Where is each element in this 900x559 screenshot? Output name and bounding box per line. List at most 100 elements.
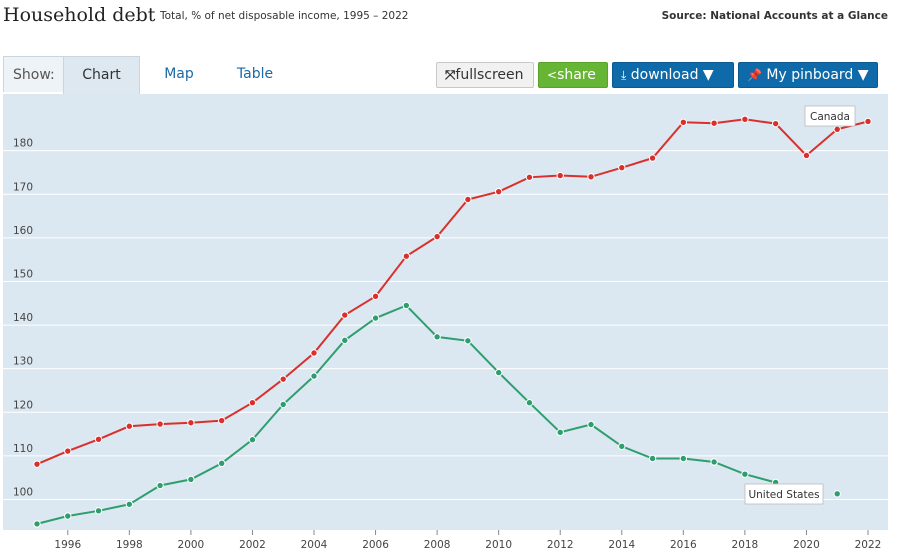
share-label: share (557, 67, 596, 83)
point-canada-2021[interactable] (833, 125, 841, 134)
point-united-states-1998[interactable] (125, 500, 134, 508)
point-canada-2020[interactable] (802, 151, 811, 160)
fullscreen-icon: ⤧ (445, 68, 456, 83)
point-united-states-2011[interactable] (525, 398, 534, 407)
point-united-states-2000[interactable] (187, 475, 195, 484)
y-tick-label-150: 150 (13, 268, 33, 280)
point-canada-1998[interactable] (125, 422, 134, 430)
point-canada-1995[interactable] (33, 460, 41, 468)
point-united-states-2013[interactable] (587, 420, 595, 429)
x-tick-label-2010: 2010 (485, 539, 512, 551)
series-label-text: United States (748, 489, 819, 501)
source-note: Source: National Accounts at a Glance (661, 10, 888, 22)
series-label-canada: Canada (804, 105, 856, 127)
y-tick-label-110: 110 (13, 443, 33, 455)
point-canada-2004[interactable] (310, 349, 318, 357)
point-canada-1999[interactable] (156, 420, 164, 428)
x-tick-label-2002: 2002 (239, 539, 266, 551)
point-united-states-2014[interactable] (618, 442, 626, 450)
point-canada-2017[interactable] (710, 119, 718, 127)
point-united-states-1995[interactable] (33, 520, 41, 528)
point-united-states-2004[interactable] (310, 372, 318, 380)
point-canada-2000[interactable] (187, 419, 195, 427)
point-united-states-2003[interactable] (279, 400, 287, 409)
point-canada-2015[interactable] (648, 154, 657, 162)
download-button[interactable]: ⤓ download ▼ (612, 62, 734, 88)
y-tick-label-100: 100 (13, 486, 33, 498)
chart-area: 100 110 120 130 140 150 160 170 180 1996 1998 2000… (3, 94, 888, 555)
pinboard-label: My pinboard ▼ (766, 67, 869, 83)
line-chart: 100 110 120 130 140 150 160 170 180 1996 1998 2000… (3, 94, 888, 551)
gridlines (3, 150, 888, 500)
x-tick-label-2012: 2012 (547, 539, 574, 551)
x-tick-label-2018: 2018 (732, 539, 759, 551)
x-tick-label-2016: 2016 (670, 539, 697, 551)
point-united-states-2021[interactable] (833, 490, 841, 498)
download-label: download ▼ (630, 67, 714, 83)
share-button[interactable]: <share (538, 62, 608, 88)
chart-subtitle: Total, % of net disposable income, 1995 … (160, 10, 409, 22)
share-icon: < (547, 68, 558, 82)
y-tick-label-180: 180 (13, 138, 33, 150)
point-canada-2016[interactable] (679, 118, 688, 127)
point-united-states-2005[interactable] (341, 336, 349, 345)
point-united-states-1997[interactable] (94, 507, 103, 515)
point-canada-2022[interactable] (864, 117, 872, 126)
point-canada-2005[interactable] (341, 311, 349, 319)
tab-table[interactable]: Table (236, 66, 274, 82)
point-united-states-2007[interactable] (402, 301, 411, 310)
series-label-text: Canada (810, 111, 850, 123)
point-canada-2011[interactable] (525, 173, 534, 181)
x-axis-ticks: 1996 1998 2000 2002 2004 2006 2008 2010 2012 2014… (54, 530, 881, 551)
x-tick-label-2006: 2006 (362, 539, 389, 551)
series-lines (33, 115, 872, 528)
point-canada-2007[interactable] (402, 252, 411, 260)
point-canada-2006[interactable] (371, 292, 380, 301)
point-united-states-2015[interactable] (648, 454, 657, 463)
point-canada-2014[interactable] (618, 163, 626, 172)
y-axis-ticks: 100 110 120 130 140 150 160 170 180 (13, 138, 33, 499)
series-labels: Canada United States (744, 105, 856, 505)
point-canada-2009[interactable] (464, 195, 472, 204)
point-canada-2010[interactable] (494, 187, 503, 196)
y-tick-label-160: 160 (13, 225, 33, 237)
y-tick-label-120: 120 (13, 399, 33, 411)
point-canada-2019[interactable] (771, 119, 780, 128)
x-tick-label-2022: 2022 (855, 539, 882, 551)
point-united-states-2008[interactable] (433, 333, 441, 341)
point-canada-2002[interactable] (248, 398, 257, 407)
x-tick-label-2014: 2014 (608, 539, 635, 551)
fullscreen-button[interactable]: ⤧fullscreen (436, 62, 534, 88)
tab-map[interactable]: Map (164, 66, 194, 82)
point-united-states-2017[interactable] (710, 458, 718, 466)
x-tick-label-2000: 2000 (178, 539, 205, 551)
show-label: Show: (3, 56, 63, 92)
point-united-states-2009[interactable] (464, 337, 472, 345)
point-united-states-2001[interactable] (217, 459, 226, 467)
pin-icon: 📌 (747, 68, 762, 82)
x-tick-label-2004: 2004 (301, 539, 328, 551)
point-united-states-2018[interactable] (741, 470, 749, 478)
point-united-states-2012[interactable] (556, 428, 564, 437)
series-label-box (744, 483, 824, 505)
point-united-states-1999[interactable] (156, 481, 164, 490)
point-united-states-2010[interactable] (494, 368, 503, 377)
point-canada-2003[interactable] (279, 375, 287, 383)
point-canada-2008[interactable] (433, 232, 441, 241)
tab-chart[interactable]: Chart (63, 56, 140, 94)
point-canada-2018[interactable] (741, 115, 749, 123)
point-united-states-2006[interactable] (371, 314, 380, 322)
point-canada-1997[interactable] (94, 435, 103, 444)
point-canada-2001[interactable] (217, 416, 226, 425)
point-canada-2013[interactable] (587, 173, 595, 181)
point-canada-2012[interactable] (556, 171, 564, 180)
point-canada-1996[interactable] (64, 447, 72, 455)
x-tick-label-1998: 1998 (116, 539, 143, 551)
point-united-states-1996[interactable] (64, 512, 72, 520)
point-united-states-2016[interactable] (679, 454, 688, 463)
series-label-box (804, 105, 856, 127)
y-tick-label-140: 140 (13, 312, 33, 324)
y-tick-label-170: 170 (13, 181, 33, 193)
point-united-states-2002[interactable] (248, 436, 257, 444)
pinboard-button[interactable]: 📌 My pinboard ▼ (738, 62, 878, 88)
